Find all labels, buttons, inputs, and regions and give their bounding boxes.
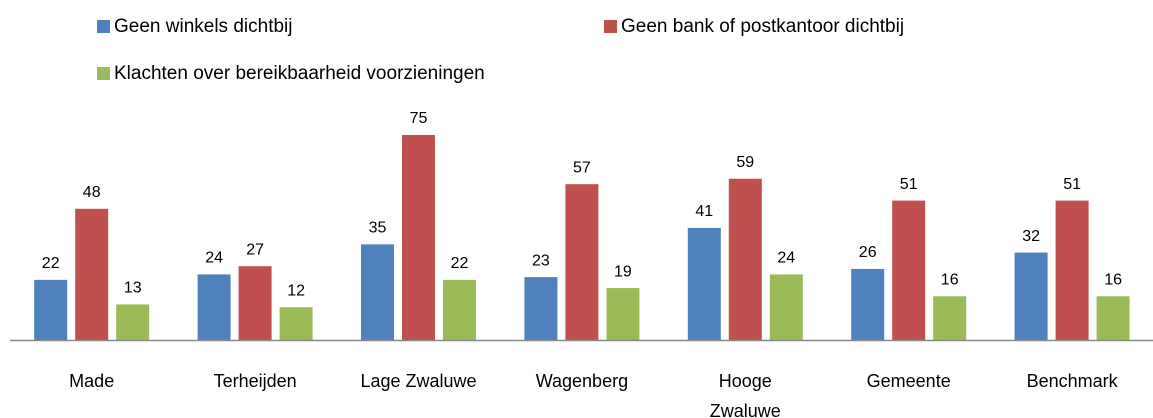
data-label: 12	[287, 282, 305, 299]
legend-label: Geen bank of postkantoor dichtbij	[621, 16, 904, 37]
data-label: 57	[573, 159, 591, 176]
data-label: 19	[614, 263, 632, 280]
bar	[116, 304, 150, 340]
data-label: 16	[1104, 271, 1122, 288]
bar	[238, 266, 272, 340]
data-label: 35	[369, 220, 387, 237]
data-label: 16	[941, 271, 959, 288]
legend-swatch	[97, 67, 110, 80]
bar	[361, 244, 394, 340]
x-tick-label: Made	[69, 371, 115, 391]
data-label: 48	[83, 184, 101, 201]
data-label: 32	[1022, 228, 1040, 245]
data-label: 59	[736, 154, 754, 171]
bar	[933, 296, 967, 340]
bar	[728, 178, 762, 340]
data-label: 51	[900, 176, 918, 193]
x-tick-label: Benchmark	[1026, 371, 1118, 391]
bar	[197, 274, 231, 340]
bar	[1096, 296, 1130, 340]
x-tick-label: Gemeente	[866, 371, 951, 391]
bar	[279, 307, 313, 340]
data-label: 51	[1063, 176, 1081, 193]
bar	[892, 200, 926, 340]
bar	[769, 274, 803, 340]
legend-label: Geen winkels dichtbij	[114, 16, 292, 37]
x-tick-label: Lage Zwaluwe	[360, 371, 477, 391]
data-label: 13	[124, 280, 142, 297]
bar	[524, 277, 558, 340]
legend-label: Klachten over bereikbaarheid voorziening…	[114, 63, 485, 84]
bar	[687, 227, 721, 340]
data-label: 27	[246, 241, 264, 258]
bar	[1055, 200, 1089, 340]
bar	[565, 184, 599, 340]
bar	[34, 279, 68, 340]
data-label: 26	[859, 244, 877, 261]
x-tick-label: Terheijden	[213, 371, 297, 391]
data-label: 24	[205, 250, 223, 267]
bar	[1014, 252, 1048, 340]
x-tick-label: Hooge Zwaluwe	[709, 371, 781, 418]
bar	[75, 208, 109, 340]
data-label: 22	[451, 255, 469, 272]
data-label: 22	[42, 255, 60, 272]
bar	[851, 268, 885, 340]
legend-swatch	[97, 20, 110, 33]
legend-swatch	[604, 20, 617, 33]
data-label: 75	[410, 110, 428, 127]
data-label: 41	[695, 203, 713, 220]
bar	[402, 135, 435, 340]
x-tick-label: Wagenberg	[535, 371, 629, 391]
data-label: 23	[532, 252, 550, 269]
data-label: 24	[777, 250, 795, 267]
bar	[443, 279, 476, 340]
bar	[606, 288, 640, 340]
